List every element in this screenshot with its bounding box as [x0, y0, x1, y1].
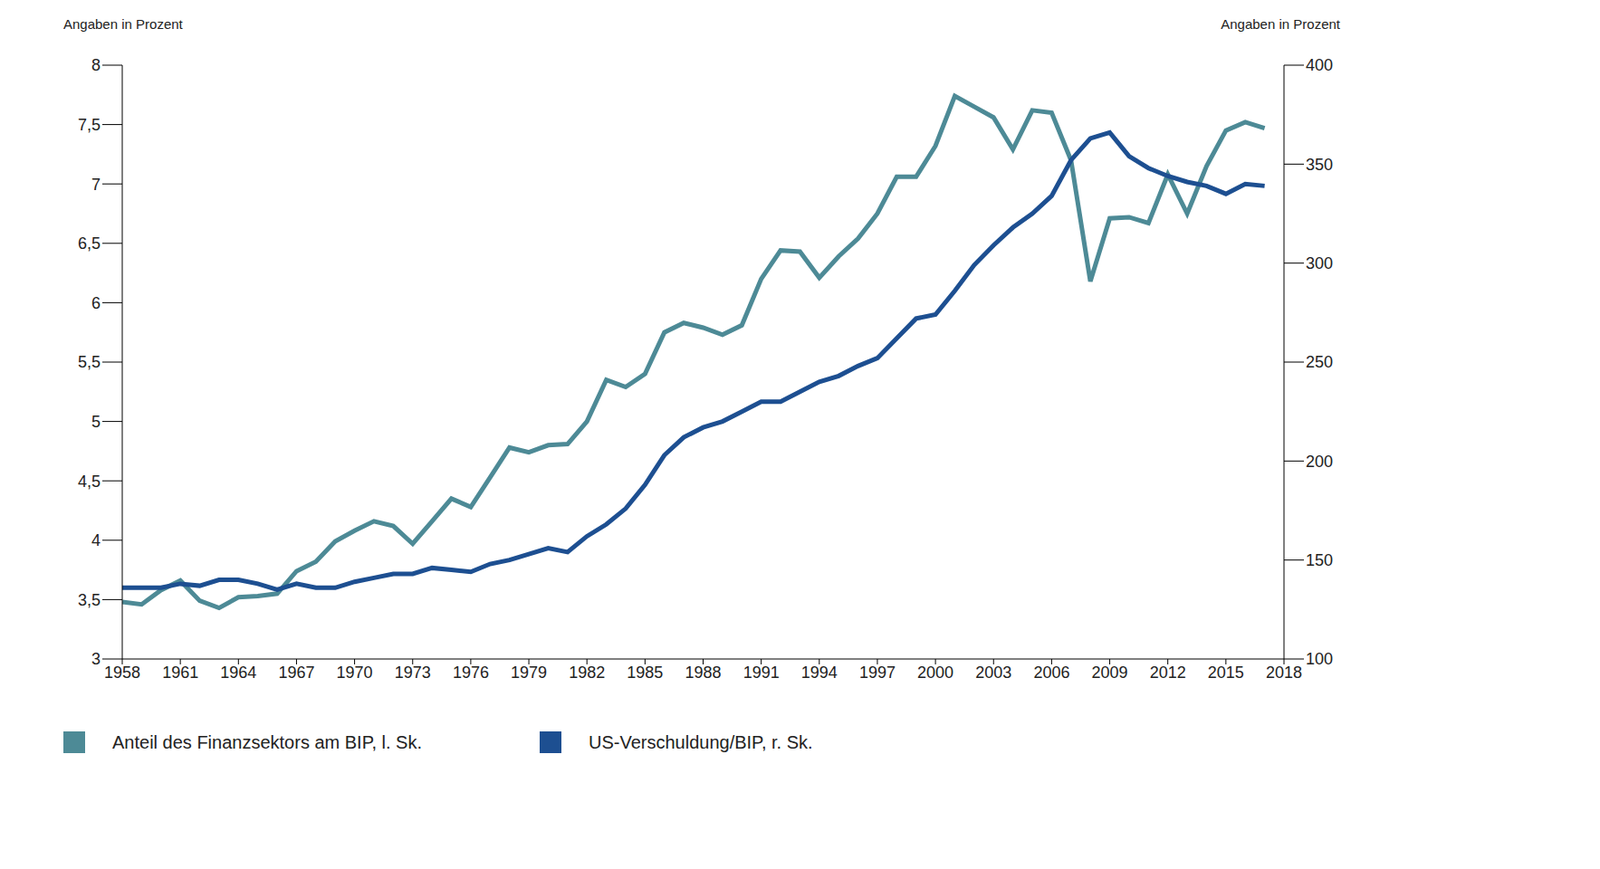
svg-text:4,5: 4,5 — [77, 472, 101, 491]
svg-text:7,5: 7,5 — [77, 115, 101, 135]
html-text:Angaben in Prozent: Angaben in Prozent — [1220, 16, 1341, 32]
svg-text:1994: 1994 — [801, 663, 838, 682]
svg-text:5,5: 5,5 — [77, 353, 101, 372]
svg-text:2012: 2012 — [1149, 663, 1187, 682]
svg-text:2000: 2000 — [917, 663, 954, 682]
html-text:Anteil des Finanzsektors am BI: Anteil des Finanzsektors am BIP, l. Sk. — [112, 732, 422, 753]
svg-text:1964: 1964 — [220, 663, 257, 682]
html-text:US-Verschuldung/BIP, r. Sk.: US-Verschuldung/BIP, r. Sk. — [588, 732, 813, 753]
svg-text:400: 400 — [1305, 56, 1333, 75]
svg-text:1958: 1958 — [104, 663, 141, 682]
html-text:Angaben in Prozent: Angaben in Prozent — [63, 16, 183, 32]
svg-text:3: 3 — [91, 650, 101, 669]
svg-text:350: 350 — [1305, 155, 1333, 174]
svg-text:1961: 1961 — [162, 663, 199, 682]
svg-text:100: 100 — [1305, 650, 1333, 669]
svg-text:6,5: 6,5 — [77, 234, 101, 253]
svg-text:200: 200 — [1305, 452, 1333, 471]
svg-text:2003: 2003 — [975, 663, 1012, 682]
svg-text:4: 4 — [91, 531, 101, 550]
svg-text:1970: 1970 — [336, 663, 374, 682]
svg-text:1976: 1976 — [452, 663, 489, 682]
svg-text:6: 6 — [91, 294, 101, 313]
svg-text:8: 8 — [91, 56, 101, 75]
svg-text:5: 5 — [91, 412, 101, 432]
svg-text:1991: 1991 — [743, 663, 780, 682]
svg-text:2006: 2006 — [1033, 663, 1070, 682]
svg-text:7: 7 — [91, 175, 101, 194]
svg-text:150: 150 — [1305, 551, 1333, 570]
svg-text:3,5: 3,5 — [77, 591, 101, 610]
svg-text:1985: 1985 — [626, 663, 663, 682]
svg-text:1997: 1997 — [859, 663, 896, 682]
svg-text:1973: 1973 — [394, 663, 432, 682]
svg-text:1982: 1982 — [568, 663, 605, 682]
svg-text:250: 250 — [1305, 353, 1333, 372]
svg-text:2018: 2018 — [1265, 663, 1303, 682]
svg-text:1979: 1979 — [510, 663, 547, 682]
svg-text:2009: 2009 — [1092, 663, 1129, 682]
svg-text:300: 300 — [1305, 254, 1333, 273]
svg-text:1967: 1967 — [277, 663, 315, 682]
svg-text:2015: 2015 — [1207, 663, 1245, 682]
svg-text:1988: 1988 — [684, 663, 721, 682]
